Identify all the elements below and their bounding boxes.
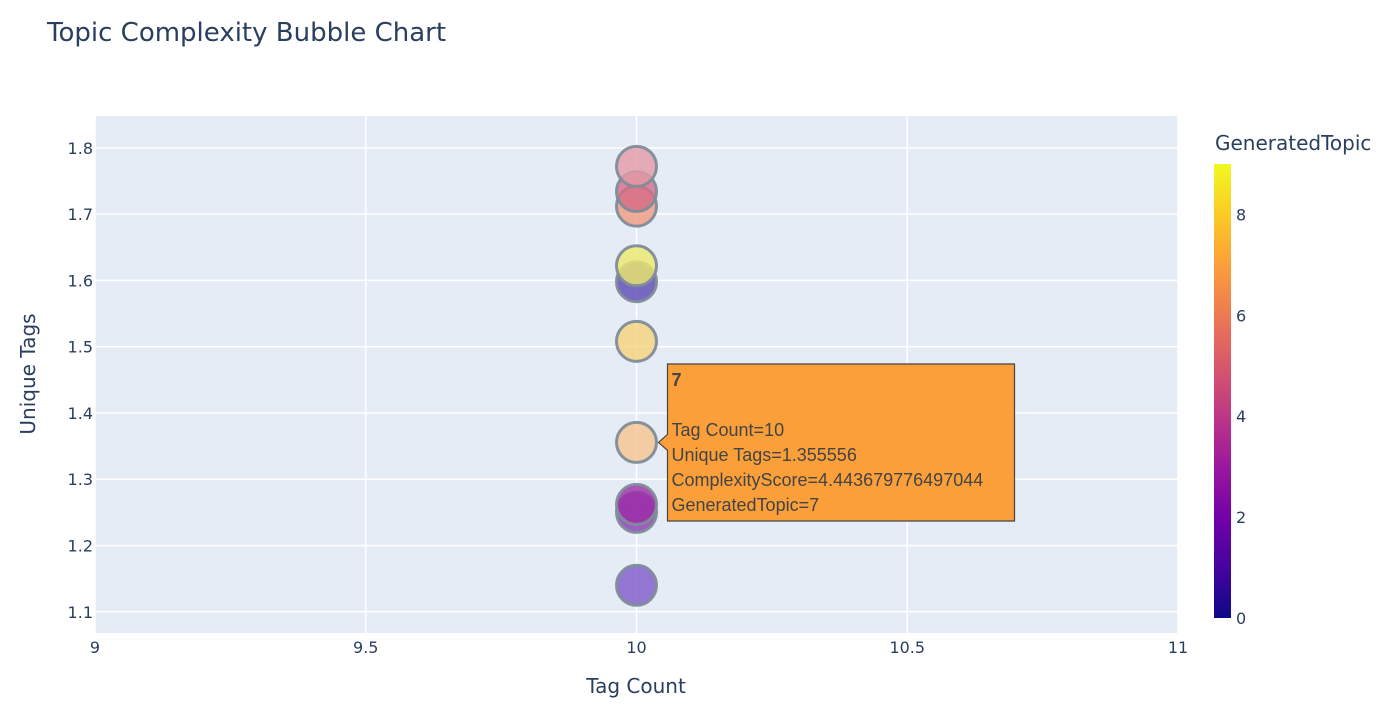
- tooltip-box: [657, 363, 1016, 522]
- tooltip-line: ComplexityScore=4.443679776497044: [672, 470, 984, 490]
- bubble-marker[interactable]: [615, 482, 658, 526]
- bubble-markers[interactable]: [615, 144, 658, 607]
- colorbar: GeneratedTopic 0 2 4 6 8: [1214, 131, 1371, 628]
- bubble-marker[interactable]: [615, 144, 658, 188]
- x-tick-label: 9.5: [353, 638, 378, 657]
- y-tick-label: 1.2: [68, 537, 93, 556]
- colorbar-tick-label: 2: [1236, 508, 1246, 527]
- bubble-marker[interactable]: [615, 563, 658, 607]
- y-axis-title: Unique Tags: [16, 313, 40, 434]
- y-tick-label: 1.4: [68, 404, 93, 423]
- x-axis-title: Tag Count: [585, 674, 686, 698]
- colorbar-ticks: 0 2 4 6 8: [1236, 205, 1246, 628]
- colorbar-tick-label: 0: [1236, 609, 1246, 628]
- x-axis-ticks: 9 9.5 10 10.5 11: [90, 638, 1188, 657]
- x-tick-label: 10: [626, 638, 646, 657]
- hover-tooltip: 7 Tag Count=10 Unique Tags=1.355556 Complex…: [657, 363, 1016, 522]
- colorbar-tick-label: 6: [1236, 306, 1246, 325]
- bubble-marker[interactable]: [615, 420, 658, 464]
- x-tick-label: 11: [1168, 638, 1188, 657]
- colorbar-gradient: [1214, 164, 1231, 618]
- y-axis-ticks: 1.1 1.2 1.3 1.4 1.5 1.6 1.7 1.8: [68, 139, 93, 622]
- colorbar-tick-label: 8: [1236, 205, 1246, 224]
- y-tick-label: 1.1: [68, 603, 93, 622]
- bubble-marker[interactable]: [615, 319, 658, 363]
- x-tick-label: 10.5: [889, 638, 925, 657]
- tooltip-line: GeneratedTopic=7: [672, 495, 820, 515]
- chart-title: Topic Complexity Bubble Chart: [46, 18, 446, 48]
- y-tick-label: 1.7: [68, 205, 93, 224]
- colorbar-title: GeneratedTopic: [1215, 131, 1371, 155]
- y-tick-label: 1.5: [68, 338, 93, 357]
- y-tick-label: 1.6: [68, 271, 93, 290]
- y-tick-label: 1.8: [68, 139, 93, 158]
- tooltip-header: 7: [672, 370, 682, 390]
- colorbar-tick-label: 4: [1236, 407, 1246, 426]
- x-tick-label: 9: [90, 638, 100, 657]
- y-tick-label: 1.3: [68, 470, 93, 489]
- tooltip-line: Tag Count=10: [672, 420, 785, 440]
- bubble-marker[interactable]: [615, 244, 658, 288]
- tooltip-line: Unique Tags=1.355556: [672, 445, 857, 465]
